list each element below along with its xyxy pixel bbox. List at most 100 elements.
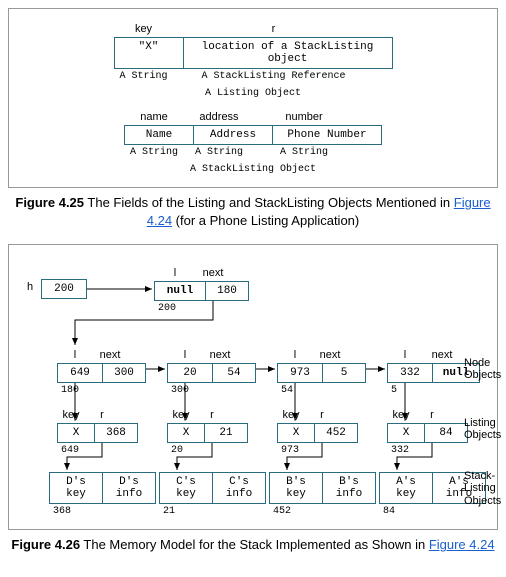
object-cell: X [387, 423, 425, 443]
caption-number: Figure 4.25 [15, 195, 84, 210]
object-cell: X [167, 423, 205, 443]
address-label: 20 [167, 443, 248, 458]
address-label: 332 [387, 443, 468, 458]
listing-object: keyrX368649 [57, 407, 138, 458]
address-label: 300 [167, 383, 256, 398]
column-label: l [167, 347, 203, 363]
object-cell: Address [194, 125, 273, 145]
object-cell: Name [124, 125, 194, 145]
type-label: A String [184, 145, 254, 160]
object-cell: A's key [379, 472, 433, 504]
column-label: r [85, 407, 119, 423]
object-cell: D's key [49, 472, 103, 504]
object-cell: null [154, 281, 206, 301]
figure-4-25-content: keyr"X"location of a StackListing object… [19, 21, 487, 175]
object-cell: 84 [425, 423, 468, 443]
address-label: 649 [57, 443, 138, 458]
listing-object: keyrX452973 [277, 407, 358, 458]
column-label: next [203, 347, 237, 363]
object-cell: B's key [269, 472, 323, 504]
address-label: 452 [269, 504, 376, 519]
column-label: number [254, 109, 354, 125]
column-label: key [57, 407, 85, 423]
object-cell: X [277, 423, 315, 443]
object-cell: B's info [323, 472, 376, 504]
object-cell: X [57, 423, 95, 443]
figure-4-25-box: keyr"X"location of a StackListing object… [8, 8, 498, 188]
stacklisting-object-diagram: nameaddressnumber NameAddressPhone Number… [124, 109, 382, 175]
column-label: next [423, 347, 461, 363]
column-label: name [124, 109, 184, 125]
column-label: l [277, 347, 313, 363]
side-label-stacklisting: Stack-Listing Objects [464, 470, 506, 506]
address-label: 54 [277, 383, 366, 398]
listing-object-diagram: keyr"X"location of a StackListing object… [114, 21, 393, 99]
column-label: address [184, 109, 254, 125]
address-label: 21 [159, 504, 266, 519]
caption-text-1: The Fields of the Listing and StackListi… [84, 195, 454, 210]
column-label: key [277, 407, 305, 423]
type-label: A String [114, 69, 174, 84]
figure-link[interactable]: Figure 4.24 [429, 537, 495, 552]
caption-text-1: The Memory Model for the Stack Implement… [80, 537, 429, 552]
object-cell: C's key [159, 472, 213, 504]
address-label: 5 [387, 383, 480, 398]
object-cell: 649 [57, 363, 103, 383]
column-label: key [387, 407, 415, 423]
column-label: r [174, 21, 374, 37]
h-variable-cell: 200 [41, 279, 87, 299]
object-cell: 54 [213, 363, 256, 383]
stacklisting-object: C's keyC's info21 [159, 472, 266, 519]
caption-number: Figure 4.26 [11, 537, 80, 552]
column-label: l [57, 347, 93, 363]
side-label-listing: Listing Objects [464, 417, 506, 441]
address-label: 200 [154, 301, 249, 316]
node-object: lnext973554 [277, 347, 366, 398]
figure-4-26-box: h200lnextnull180200lnext649300180keyrX36… [8, 244, 498, 530]
object-cell: Phone Number [273, 125, 382, 145]
address-label: 180 [57, 383, 146, 398]
column-label: r [195, 407, 229, 423]
type-label: A StackListing Reference [174, 69, 374, 84]
object-cell: 368 [95, 423, 138, 443]
listing-object: keyrX2120 [167, 407, 248, 458]
node-object: lnext649300180 [57, 347, 146, 398]
object-cell: 973 [277, 363, 323, 383]
object-cell: 300 [103, 363, 146, 383]
object-caption: A Listing Object [114, 88, 393, 99]
figure-4-25-caption: Figure 4.25 The Fields of the Listing an… [8, 194, 498, 230]
object-cell: 5 [323, 363, 366, 383]
figure-4-26-content: h200lnextnull180200lnext649300180keyrX36… [19, 257, 487, 517]
object-cell: 180 [206, 281, 249, 301]
object-cell: 21 [205, 423, 248, 443]
side-label-node: Node Objects [464, 357, 506, 381]
object-cell: 452 [315, 423, 358, 443]
column-label: l [154, 265, 196, 281]
listing-object: keyrX84332 [387, 407, 468, 458]
h-variable-label: h [27, 281, 33, 293]
caption-text-2: (for a Phone Listing Application) [172, 213, 359, 228]
object-cell: "X" [114, 37, 184, 69]
column-label: key [114, 21, 174, 37]
column-label: next [313, 347, 347, 363]
column-label: l [387, 347, 423, 363]
column-label: r [305, 407, 339, 423]
object-cell: D's info [103, 472, 156, 504]
object-cell: 332 [387, 363, 433, 383]
column-label: next [196, 265, 230, 281]
object-cell: 20 [167, 363, 213, 383]
object-caption: A StackListing Object [124, 164, 382, 175]
top-node: lnextnull180200 [154, 265, 249, 316]
type-label: A String [254, 145, 354, 160]
address-label: 368 [49, 504, 156, 519]
column-label: r [415, 407, 449, 423]
type-label: A String [124, 145, 184, 160]
node-object: lnext2054300 [167, 347, 256, 398]
column-label: next [93, 347, 127, 363]
object-cell: location of a StackListing object [184, 37, 393, 69]
column-label: key [167, 407, 195, 423]
object-cell: C's info [213, 472, 266, 504]
stacklisting-object: B's keyB's info452 [269, 472, 376, 519]
figure-4-26-caption: Figure 4.26 The Memory Model for the Sta… [8, 536, 498, 554]
address-label: 973 [277, 443, 358, 458]
